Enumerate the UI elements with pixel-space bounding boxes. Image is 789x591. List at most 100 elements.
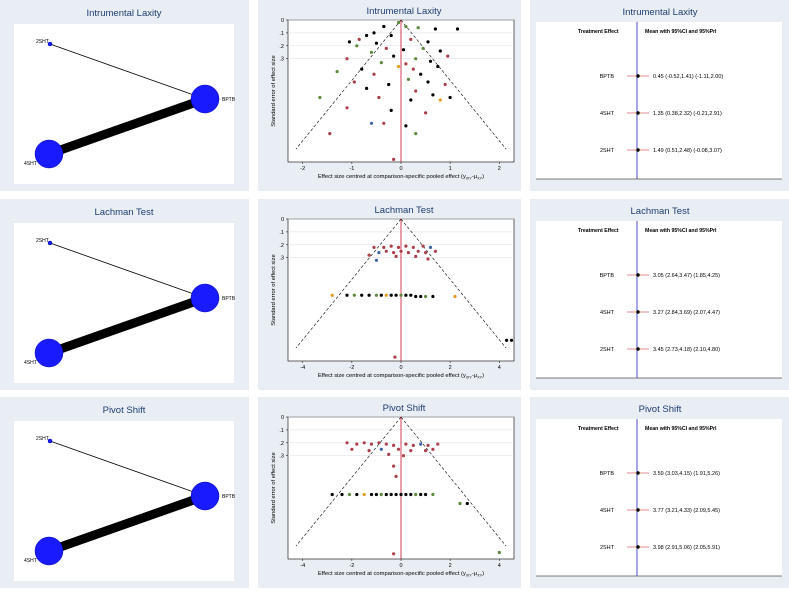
scatter-point bbox=[424, 111, 428, 115]
scatter-point bbox=[436, 64, 440, 69]
x-axis-label-main: Effect size centred at comparison-specif… bbox=[318, 373, 466, 379]
scatter-point bbox=[443, 82, 447, 87]
scatter-point bbox=[367, 293, 371, 297]
forest-mean-point bbox=[636, 347, 640, 351]
node-label-bptb: BPTB bbox=[222, 97, 236, 103]
forest-row-value: 3.05 (2.64,3.47) (1.85,4.25) bbox=[653, 273, 720, 279]
node-4sht bbox=[34, 338, 64, 368]
scatter-point bbox=[421, 46, 425, 51]
scatter-point bbox=[372, 245, 376, 249]
node-label-bptb: BPTB bbox=[222, 296, 236, 302]
forest-header-right: Mean with 95%CI and 95%PrI bbox=[645, 228, 717, 234]
forest-mean-point bbox=[636, 508, 640, 512]
scatter-point bbox=[389, 244, 393, 248]
forest-row-value: 3.98 (2.91,5.06) (2.05,5.91) bbox=[653, 545, 720, 551]
funnel-right-line bbox=[400, 416, 507, 547]
forest-title: Lachman Test bbox=[631, 206, 690, 217]
scatter-point bbox=[426, 40, 430, 44]
scatter-point bbox=[394, 474, 398, 478]
x-tick-label: 4 bbox=[498, 563, 501, 569]
network-title: Intrumental Laxity bbox=[87, 8, 162, 19]
edge-2sht-bptb bbox=[49, 440, 206, 497]
x-tick-label: -2 bbox=[349, 563, 354, 569]
funnel-left-line bbox=[295, 19, 402, 150]
node-bptb bbox=[190, 481, 220, 511]
funnel-left-line bbox=[295, 218, 402, 349]
y-tick-label: .2 bbox=[279, 441, 284, 447]
scatter-point bbox=[384, 492, 388, 497]
scatter-point bbox=[367, 449, 371, 453]
scatter-point bbox=[431, 492, 435, 497]
forest-mean-point bbox=[636, 74, 640, 78]
scatter-point bbox=[411, 443, 415, 447]
node-4sht bbox=[34, 139, 64, 169]
scatter-point bbox=[446, 54, 450, 58]
scatter-point bbox=[392, 464, 396, 468]
scatter-point bbox=[382, 245, 386, 249]
scatter-point bbox=[424, 294, 428, 299]
scatter-point bbox=[384, 442, 388, 446]
scatter-point bbox=[419, 442, 423, 446]
y-tick-label: 0 bbox=[281, 217, 284, 223]
funnel-title: Intrumental Laxity bbox=[367, 6, 442, 17]
scatter-point bbox=[419, 492, 423, 497]
scatter-point bbox=[394, 254, 398, 258]
funnel-right-line bbox=[400, 19, 507, 150]
x-axis-label-sub2: XY bbox=[477, 574, 483, 578]
node-2sht bbox=[47, 438, 53, 444]
scatter-point bbox=[419, 72, 423, 76]
scatter-point bbox=[409, 37, 413, 42]
y-tick-label: 0 bbox=[281, 415, 284, 421]
forest-row-value: 3.59 (3.03,4.15) (1.91,5.26) bbox=[653, 471, 720, 477]
node-bptb bbox=[190, 283, 220, 313]
node-label-2sht: 2SHT bbox=[36, 238, 49, 244]
y-axis-label: Standard error of effect size bbox=[271, 254, 277, 325]
scatter-point bbox=[377, 441, 381, 445]
scatter-point bbox=[392, 251, 396, 255]
scatter-point bbox=[367, 253, 371, 257]
x-axis-label: Effect size centred at comparison-specif… bbox=[318, 174, 484, 181]
x-tick-label: 2 bbox=[498, 166, 501, 172]
node-label-bptb: BPTB bbox=[222, 494, 236, 500]
scatter-point bbox=[340, 492, 344, 497]
scatter-point bbox=[416, 249, 420, 253]
scatter-point bbox=[396, 245, 401, 249]
forest-mean-point bbox=[636, 273, 640, 277]
node-label-2sht: 2SHT bbox=[36, 39, 49, 45]
scatter-point bbox=[424, 251, 428, 255]
x-tick-label: -4 bbox=[300, 365, 305, 371]
scatter-point bbox=[345, 57, 349, 61]
scatter-point bbox=[352, 293, 356, 297]
scatter-point bbox=[409, 492, 413, 497]
funnel-title: Pivot Shift bbox=[383, 403, 426, 414]
funnel-right-line bbox=[400, 218, 507, 349]
scatter-point bbox=[414, 254, 418, 258]
scatter-point bbox=[431, 294, 435, 299]
y-tick-label: .3 bbox=[279, 454, 284, 460]
scatter-point bbox=[458, 501, 462, 506]
forest-row-label: 2SHT bbox=[600, 148, 615, 154]
forest-header-left: Treatment Effect bbox=[578, 426, 619, 432]
scatter-point bbox=[347, 492, 351, 497]
scatter-point bbox=[394, 293, 398, 297]
funnel-left-line bbox=[295, 416, 402, 547]
scatter-point bbox=[433, 249, 437, 253]
x-tick-label: -1 bbox=[349, 166, 354, 172]
forest-mean-point bbox=[636, 111, 640, 115]
scatter-point bbox=[411, 67, 415, 71]
forest-row-label: 2SHT bbox=[600, 347, 615, 353]
scatter-point bbox=[505, 338, 509, 342]
edge-bptb-4sht bbox=[47, 293, 207, 358]
x-tick-label: 2 bbox=[449, 365, 452, 371]
forest-mean-point bbox=[636, 471, 640, 475]
x-tick-label: 0 bbox=[399, 365, 402, 371]
y-tick-label: .3 bbox=[279, 57, 284, 63]
scatter-point bbox=[379, 447, 383, 451]
forest-header-right: Mean with 95%CI and 95%PrI bbox=[645, 426, 717, 432]
scatter-point bbox=[465, 501, 469, 506]
forest-title: Pivot Shift bbox=[639, 404, 682, 415]
forest-title: Intrumental Laxity bbox=[623, 7, 698, 18]
x-axis-label: Effect size centred at comparison-specif… bbox=[318, 373, 484, 380]
y-tick-label: .1 bbox=[279, 230, 284, 236]
scatter-point bbox=[387, 82, 391, 87]
